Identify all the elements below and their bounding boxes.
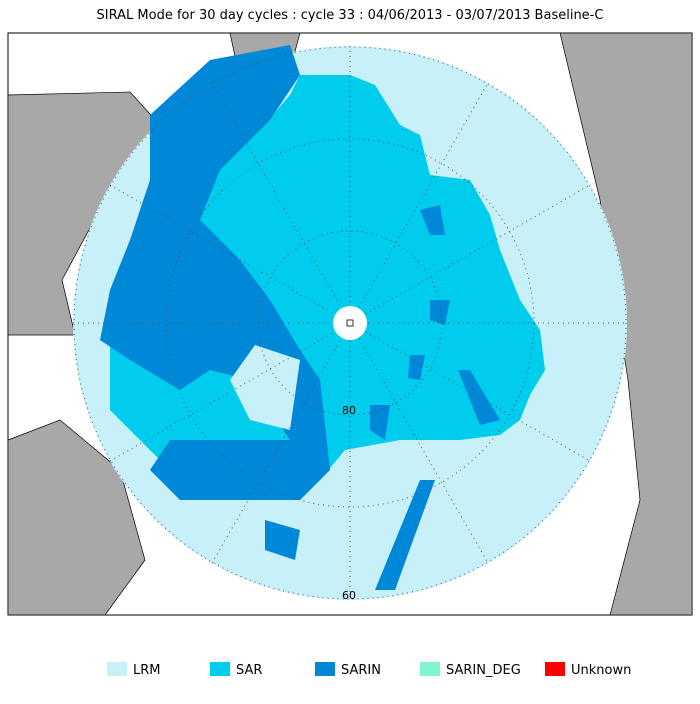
legend-swatch (420, 662, 440, 676)
legend-label: LRM (133, 663, 161, 678)
lrm-zone (230, 345, 300, 430)
sar-zone (110, 75, 545, 500)
land (7, 91, 161, 336)
latitude-label: 60 (342, 589, 356, 602)
legend-swatch (315, 662, 335, 676)
legend-label: SAR (236, 663, 262, 678)
legend-label: SARIN (341, 663, 381, 678)
sarin-zone (430, 300, 450, 325)
pole-hole (333, 306, 367, 340)
land (7, 419, 146, 616)
legend-swatch (107, 662, 127, 676)
legend: LRM SAR SARIN SARIN_DEG Unknown (107, 662, 631, 678)
legend-label: SARIN_DEG (446, 663, 521, 678)
map: 80 60 (7, 32, 693, 616)
map-title: SIRAL Mode for 30 day cycles : cycle 33 … (97, 8, 604, 23)
sarin-zone (265, 520, 300, 560)
sarin-zone (408, 355, 425, 380)
latitude-label: 80 (342, 404, 356, 417)
graticule (73, 46, 627, 600)
legend-swatch (210, 662, 230, 676)
sarin-zone (370, 405, 390, 440)
pole-marker (346, 319, 354, 327)
legend-swatch (545, 662, 565, 676)
sarin-zone (420, 205, 445, 235)
legend-label: Unknown (571, 663, 631, 678)
sarin-zone (375, 480, 435, 590)
